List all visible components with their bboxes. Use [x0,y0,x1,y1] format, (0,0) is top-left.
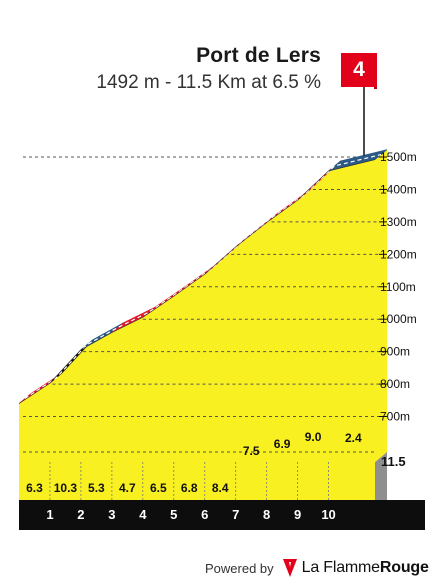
gradient-label-km-7: 7.5 [243,444,260,458]
gradient-label-km-4: 6.5 [150,481,167,495]
y-tick-label: 1400m [380,182,417,196]
km-tick-label: 1 [46,507,53,522]
gradient-label-km-0: 6.3 [26,481,43,495]
flame-logo-icon [282,559,297,577]
gradient-label-km-5: 6.8 [181,481,198,495]
y-tick-label: 800m [380,377,410,391]
end-distance-label: 11.5 [381,454,406,469]
y-tick-label: 1200m [380,247,417,261]
gradient-label-km-1: 10.3 [54,481,78,495]
brand-name: La FlammeRouge [302,559,429,577]
y-tick-label: 700m [380,410,410,424]
y-tick-label: 1300m [380,215,417,229]
y-tick-label: 1100m [380,280,416,294]
y-tick-label: 900m [380,345,410,359]
profile-fill-layer [19,149,387,500]
road-center-line [24,154,382,400]
km-tick-label: 10 [321,507,335,522]
km-tick-label: 6 [201,507,208,522]
gradient-label-km-9: 9.0 [305,430,322,444]
footer: Powered by La FlammeRouge [205,556,430,580]
km-tick-label: 3 [108,507,115,522]
gradient-label-km-10: 2.4 [345,431,362,445]
category-badge: 4 [341,53,377,87]
chart-labels: 700m 800m 900m 1000m 1100m 1200m 1300m 1400m 150… [26,150,417,522]
km-tick-label: 7 [232,507,239,522]
km-tick-label: 9 [294,507,301,522]
gradient-bands [18,149,388,404]
profile-front-face [19,462,375,500]
y-tick-label: 1500m [380,150,417,164]
brand-suffix: Rouge [379,559,429,576]
km-tick-label: 5 [170,507,177,522]
km-tick-label: 2 [77,507,84,522]
gradient-label-km-6: 8.4 [212,481,229,495]
km-tick-label: 4 [139,507,147,522]
profile-front-edge [18,159,376,404]
y-tick-label: 1000m [380,312,417,326]
climb-title: Port de Lers [196,44,321,67]
brand-prefix: La Flamme [301,559,380,576]
base-black-strip [19,500,425,530]
base-right-edge [375,452,387,500]
climb-summary: 1492 m - 11.5 Km at 6.5 % [96,72,321,93]
gradient-label-km-8: 6.9 [274,437,291,451]
profile-fill [19,149,387,462]
la-flamme-rouge-logo: La FlammeRouge [282,558,429,578]
grid-lines [23,156,387,500]
gradient-label-km-2: 5.3 [88,481,105,495]
powered-by-text: Powered by [205,560,274,576]
km-tick-label: 8 [263,507,270,522]
gradient-label-km-3: 4.7 [119,481,136,495]
